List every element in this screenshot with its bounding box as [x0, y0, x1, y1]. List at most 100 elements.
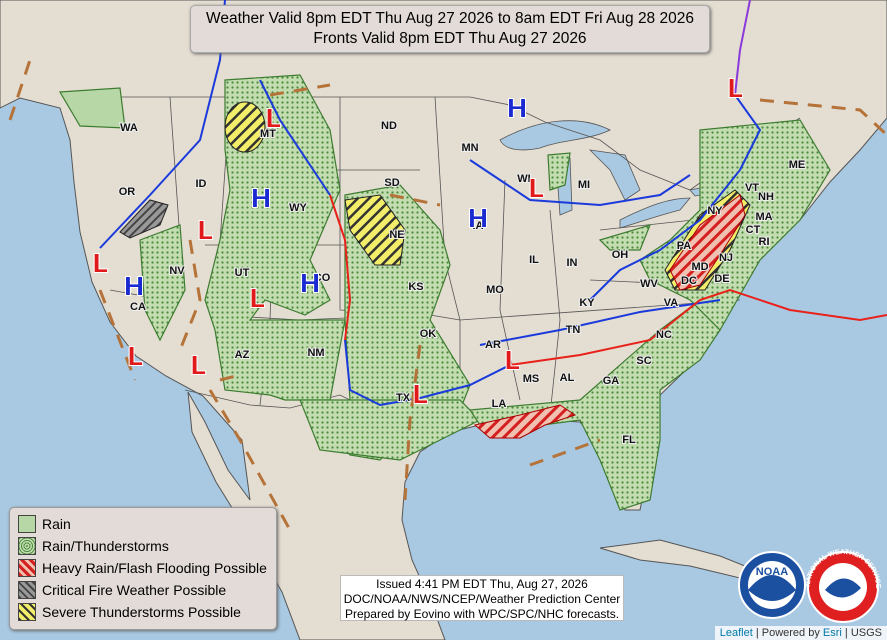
issued-line: Issued 4:41 PM EDT Thu, Aug 27, 2026	[376, 577, 588, 591]
title-line: Fronts Valid 8pm EDT Thu Aug 27 2026	[313, 30, 587, 47]
state-label: WI	[517, 173, 530, 185]
fire-weather	[119, 199, 169, 239]
fronts	[99, 0, 887, 407]
severe-area	[224, 101, 266, 153]
heavy-rain-area	[669, 194, 746, 291]
state-label: VA	[664, 297, 679, 309]
legend-swatch	[18, 537, 36, 555]
low-pressure: L	[197, 217, 214, 247]
title-box: Weather Valid 8pm EDT Thu Aug 27 2026 to…	[190, 5, 710, 53]
state-label: NE	[389, 229, 404, 241]
leaflet-link[interactable]: Leaflet	[719, 627, 753, 639]
state-label: NJ	[719, 252, 733, 264]
high-pressure: H	[467, 205, 489, 235]
state-label: MA	[755, 211, 772, 223]
state-label: GA	[603, 375, 620, 387]
state-label: MI	[578, 179, 590, 191]
issued-line: Prepared by Eovino with WPC/SPC/NHC fore…	[344, 607, 620, 621]
state-label: SD	[384, 177, 399, 189]
state-label: DC	[681, 275, 697, 287]
issued-line: DOC/NOAA/NWS/NCEP/Weather Prediction Cen…	[343, 592, 621, 606]
state-label: RI	[759, 236, 770, 248]
low-pressure: L	[265, 105, 282, 135]
state-label: KY	[579, 297, 595, 309]
state-label: NH	[758, 191, 774, 203]
state-label: KS	[408, 281, 423, 293]
legend-swatch	[18, 603, 36, 621]
state-label: OR	[119, 186, 136, 198]
state-label: FL	[622, 434, 636, 446]
state-label: ME	[789, 159, 806, 171]
state-label: DE	[714, 273, 729, 285]
legend-label: Heavy Rain/Flash Flooding Possible	[42, 560, 267, 576]
legend-swatch	[18, 581, 36, 599]
state-label: IN	[567, 257, 578, 269]
low-pressure: L	[528, 175, 545, 205]
esri-link[interactable]: Esri	[822, 627, 842, 639]
state-label: IA	[473, 220, 484, 232]
state-label: MT	[260, 128, 276, 140]
legend-label: Rain	[42, 516, 71, 532]
legend: Rain Rain/Thunderstorms Heavy Rain/Flash…	[9, 507, 277, 630]
state-label: WV	[640, 278, 658, 290]
low-pressure: L	[190, 352, 207, 382]
state-label: NV	[169, 265, 185, 277]
state-label: TX	[396, 392, 411, 404]
low-pressure: L	[92, 250, 109, 280]
state-label: OK	[420, 328, 437, 340]
state-label: MN	[461, 142, 478, 154]
heavy-rain-area	[473, 404, 577, 439]
high-pressure: H	[299, 270, 321, 300]
high-pressure: H	[250, 185, 272, 215]
state-label: WA	[120, 122, 138, 134]
state-label: NC	[656, 329, 672, 341]
low-pressure: L	[412, 381, 429, 411]
state-label: OH	[612, 249, 629, 261]
state-label: MO	[486, 284, 504, 296]
legend-item: Rain	[18, 514, 71, 534]
attribution-text: | USGS	[841, 627, 882, 639]
state-label: SC	[636, 355, 651, 367]
state-label: AL	[560, 372, 575, 384]
state-label: MS	[523, 373, 540, 385]
attribution: Leaflet | Powered by Esri | USGS	[714, 626, 887, 640]
legend-item: Rain/Thunderstorms	[18, 536, 169, 556]
legend-item: Severe Thunderstorms Possible	[18, 602, 241, 622]
state-label: UT	[235, 267, 250, 279]
low-pressure: L	[504, 347, 521, 377]
state-label: TN	[566, 324, 581, 336]
state-label: CT	[746, 224, 761, 236]
legend-swatch	[18, 559, 36, 577]
legend-swatch	[18, 515, 36, 533]
state-label: CA	[130, 301, 146, 313]
low-pressure: L	[727, 75, 744, 105]
severe-area	[344, 194, 406, 266]
legend-item: Heavy Rain/Flash Flooding Possible	[18, 558, 267, 578]
issued-box: Issued 4:41 PM EDT Thu, Aug 27, 2026 DOC…	[340, 575, 624, 621]
state-label: AZ	[235, 349, 250, 361]
legend-label: Rain/Thunderstorms	[42, 538, 169, 554]
state-label: IL	[529, 254, 539, 266]
state-label: ND	[381, 120, 397, 132]
state-label: PA	[677, 240, 692, 252]
state-label: NM	[307, 347, 324, 359]
state-label: CO	[314, 272, 331, 284]
title-line: Weather Valid 8pm EDT Thu Aug 27 2026 to…	[206, 10, 694, 27]
state-label: NY	[707, 205, 723, 217]
legend-item: Critical Fire Weather Possible	[18, 580, 226, 600]
state-label: ID	[196, 178, 207, 190]
state-label: MD	[691, 261, 708, 273]
state-label: VT	[745, 182, 759, 194]
low-pressure: L	[249, 285, 266, 315]
cuba	[599, 539, 762, 579]
high-pressure: H	[123, 273, 145, 303]
troughs	[8, 59, 887, 531]
legend-label: Severe Thunderstorms Possible	[42, 604, 241, 620]
state-label: WY	[289, 202, 307, 214]
attribution-text: | Powered by	[752, 627, 823, 639]
state-label: AR	[485, 339, 501, 351]
state-label: LA	[492, 398, 507, 410]
high-pressure: H	[506, 95, 528, 125]
